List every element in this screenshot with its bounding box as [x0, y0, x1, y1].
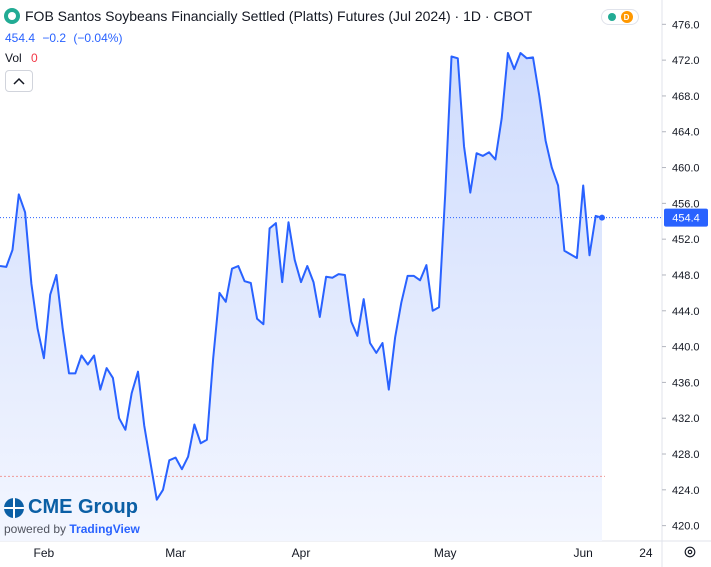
- powered-by-text: powered by TradingView: [4, 522, 140, 536]
- y-axis-tick-label: 424.0: [672, 485, 700, 497]
- cme-globe-icon: [4, 497, 24, 518]
- last-price-value: 454.4: [5, 31, 36, 45]
- market-open-dot-icon: [607, 13, 616, 21]
- y-axis-tick-label: 476.0: [672, 19, 700, 31]
- price-change-value: −0.2: [42, 31, 67, 45]
- x-axis-tick-label: Apr: [292, 546, 311, 560]
- y-axis-tick-label: 420.0: [672, 521, 700, 533]
- x-axis-tick-label: Feb: [34, 546, 55, 560]
- x-axis-tick-label: May: [434, 546, 457, 560]
- quote-line: 454.4 −0.2 (−0.04%): [5, 31, 126, 45]
- y-axis-tick-label: 472.0: [672, 55, 700, 67]
- collapse-legend-button[interactable]: [5, 70, 33, 92]
- y-axis-tick-label: 428.0: [672, 449, 700, 461]
- y-axis-tick-label: 456.0: [672, 198, 700, 210]
- y-axis-tick-label: 432.0: [672, 413, 700, 425]
- price-series-line[interactable]: [0, 52, 603, 501]
- volume-label: Vol: [5, 51, 22, 65]
- exchange-logo-icon: [4, 8, 20, 24]
- y-axis-tick-label: 460.0: [672, 163, 700, 175]
- last-price-label: 454.4: [672, 213, 700, 225]
- chevron-up-icon: [13, 77, 25, 85]
- y-axis-tick-label: 464.0: [672, 127, 700, 139]
- x-axis-tick-label: Mar: [165, 546, 186, 560]
- market-status-pill[interactable]: D: [601, 9, 639, 25]
- last-price-label-bg: [664, 208, 708, 227]
- x-axis-tick-label: 24: [639, 546, 653, 560]
- delayed-data-badge: D: [620, 11, 633, 23]
- y-axis-tick-label: 436.0: [672, 377, 700, 389]
- price-change-percent: (−0.04%): [73, 31, 123, 45]
- y-axis-tick-label: 440.0: [672, 342, 700, 354]
- y-axis-tick-label: 452.0: [672, 234, 700, 246]
- brand-block[interactable]: CME Group powered by TradingView: [4, 496, 140, 536]
- cme-group-logo-text: CME Group: [28, 496, 138, 518]
- y-axis-tick-label: 448.0: [672, 270, 700, 282]
- symbol-title[interactable]: FOB Santos Soybeans Financially Settled …: [25, 8, 533, 24]
- volume-value: 0: [31, 51, 38, 65]
- tradingview-brand[interactable]: TradingView: [69, 522, 140, 536]
- price-area-fill: [0, 53, 602, 541]
- y-axis-tick-label: 444.0: [672, 306, 700, 318]
- last-price-marker: [599, 214, 605, 221]
- x-axis-tick-label: Jun: [574, 546, 593, 560]
- y-axis-tick-label: 468.0: [672, 91, 700, 103]
- gear-icon[interactable]: [683, 545, 697, 559]
- powered-by-prefix: powered by: [4, 522, 67, 536]
- volume-legend: Vol 0: [5, 51, 38, 65]
- chart-header: FOB Santos Soybeans Financially Settled …: [4, 8, 532, 24]
